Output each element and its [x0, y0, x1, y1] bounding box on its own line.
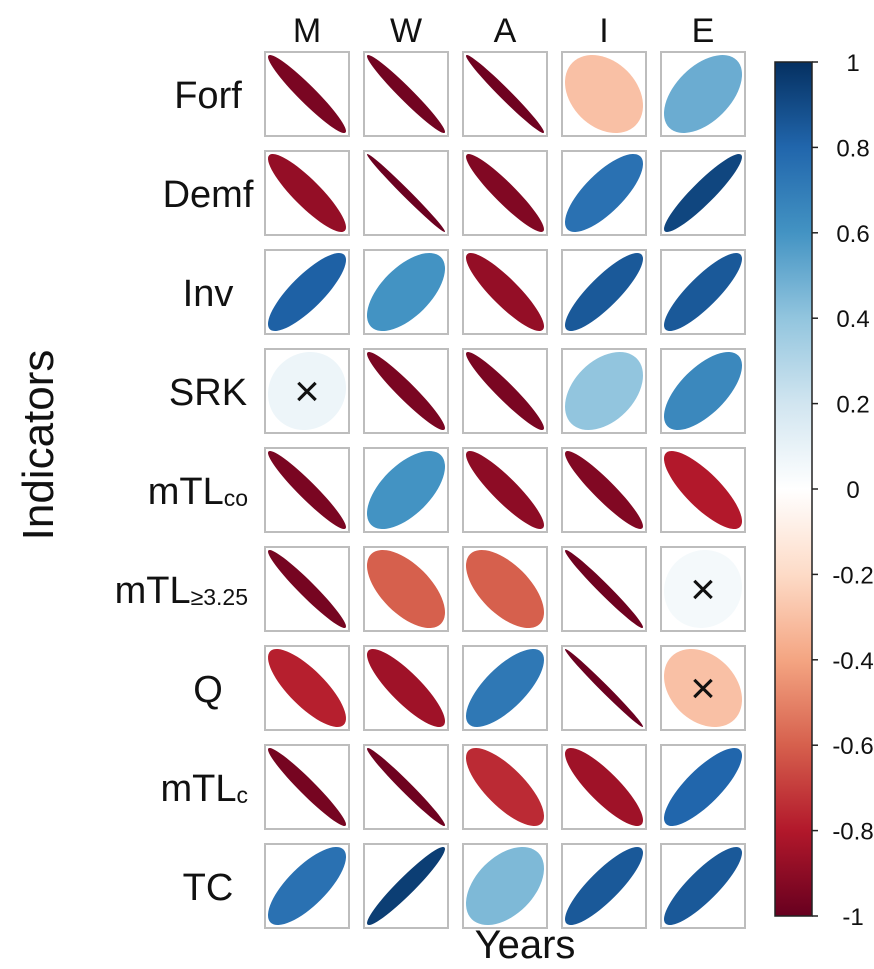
row-label: mTL≥3.25	[115, 570, 248, 612]
colorbar-tick-label: -0.4	[832, 648, 873, 675]
correlation-ellipse	[366, 451, 445, 530]
colorbar-tick-label: -1	[842, 904, 863, 931]
correlation-ellipse	[664, 153, 743, 232]
row-label-text: SRK	[169, 372, 247, 414]
correlation-ellipse	[367, 747, 446, 826]
correlation-ellipse	[565, 649, 643, 727]
correlation-ellipse	[465, 153, 544, 232]
correlation-ellipse	[565, 847, 644, 926]
correlation-ellipse	[465, 747, 544, 826]
correlation-ellipse	[565, 549, 644, 628]
correlation-ellipse	[366, 549, 445, 628]
colorbar-tick-label: 0.6	[836, 221, 869, 248]
correlation-ellipse	[664, 747, 742, 826]
correlation-ellipse	[367, 55, 446, 134]
x-axis-label: Years	[475, 923, 576, 967]
row-label: TC	[183, 867, 234, 909]
correlation-ellipse	[465, 54, 544, 133]
correlation-ellipse	[367, 154, 445, 232]
correlation-ellipse	[664, 847, 743, 926]
not-significant-mark: ×	[690, 664, 716, 713]
correlation-ellipse	[366, 253, 445, 332]
colorbar-tick-label: 0.8	[836, 135, 869, 162]
row-label-subscript: co	[224, 485, 248, 511]
y-axis-label: Indicators	[14, 350, 63, 541]
correlation-ellipse	[268, 253, 347, 332]
correlation-ellipse	[663, 352, 742, 431]
correlation-ellipse	[564, 748, 643, 827]
column-label: I	[599, 12, 608, 50]
correlation-ellipse	[564, 54, 643, 133]
correlation-ellipse	[565, 252, 644, 331]
correlation-ellipse	[366, 649, 445, 728]
column-label: M	[293, 12, 321, 50]
correlation-ellipse	[564, 450, 643, 529]
row-label-text: Demf	[163, 174, 254, 216]
row-label: Q	[193, 669, 223, 711]
correlation-ellipse	[465, 549, 544, 628]
colorbar-tick-label: 1	[846, 50, 859, 77]
row-label-subscript: ≥3.25	[191, 584, 248, 610]
not-significant-mark: ×	[690, 565, 716, 614]
correlation-ellipse	[465, 252, 544, 331]
correlation-ellipse	[367, 847, 446, 926]
row-label-text: mTL	[115, 570, 191, 612]
colorbar-tick-label: 0.4	[836, 306, 869, 333]
correlation-ellipse	[466, 351, 545, 430]
colorbar-tick-label: 0	[846, 477, 859, 504]
colorbar-tick-label: -0.6	[832, 733, 873, 760]
row-label-text: mTL	[148, 471, 224, 513]
colorbar-tick-label: 0.2	[836, 392, 869, 419]
correlation-ellipse	[267, 54, 346, 133]
correlation-ellipse	[268, 846, 347, 925]
correlation-ellipse	[268, 352, 347, 431]
cell-grid: × × ×	[264, 51, 746, 929]
colorbar-tick-label: -0.8	[832, 819, 873, 846]
row-label-subscript: c	[237, 782, 249, 808]
correlation-ellipse	[564, 352, 643, 431]
correlation-ellipse	[466, 847, 545, 926]
row-label-text: TC	[183, 867, 234, 909]
correlation-ellipse	[466, 451, 545, 530]
colorbar-tick-label: -0.2	[832, 562, 873, 589]
colorbar-gradient	[774, 61, 813, 917]
colorbar: 1 0.8 0.6 0.4 0.2 0 -0.2 -0.4 -0.6 -0.8 -1	[774, 50, 874, 931]
correlation-ellipse	[267, 154, 346, 233]
correlation-ellipse	[267, 550, 346, 629]
row-label-text: Q	[193, 669, 223, 711]
correlation-ellipse	[664, 451, 743, 529]
row-label: Inv	[183, 273, 234, 315]
row-label-text: Forf	[174, 75, 242, 117]
row-label-text: Inv	[183, 273, 234, 315]
row-label: mTLco	[148, 471, 248, 513]
row-label: SRK	[169, 372, 247, 414]
column-label: A	[494, 12, 517, 50]
row-label: Demf	[163, 174, 254, 216]
row-label: Forf	[174, 75, 242, 117]
correlation-ellipse	[367, 351, 446, 430]
row-label-text: mTL	[161, 768, 237, 810]
not-significant-mark: ×	[294, 367, 320, 416]
correlation-ellipse	[466, 649, 545, 728]
correlation-ellipse	[664, 648, 743, 727]
correlation-ellipse	[268, 450, 347, 529]
column-label: W	[390, 12, 422, 50]
row-label: mTLc	[161, 768, 249, 810]
column-label: E	[692, 12, 715, 50]
correlation-ellipse	[663, 550, 742, 629]
correlation-ellipse	[664, 252, 743, 331]
correlation-ellipse	[267, 748, 346, 827]
correlation-ellipse	[267, 649, 346, 728]
correlation-ellipse	[564, 154, 643, 233]
